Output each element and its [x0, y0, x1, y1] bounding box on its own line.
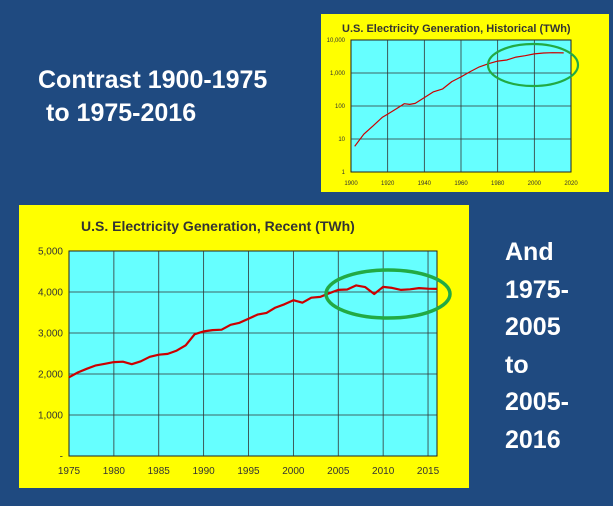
historical-chart: U.S. Electricity Generation, Historical … [327, 23, 580, 187]
y-tick-label: 1 [342, 170, 346, 176]
slide-heading: Contrast 1900-1975 to 1975-2016 [38, 64, 267, 130]
x-tick-label: 1960 [454, 181, 468, 187]
heading-line-1: Contrast 1900-1975 [38, 66, 268, 94]
x-tick-label: 1980 [491, 181, 505, 187]
highlight-ellipse [486, 42, 580, 88]
x-tick-label: 2010 [372, 466, 395, 477]
y-tick-label: 5,000 [38, 247, 63, 258]
heading-line-2: to 1975-2016 [46, 99, 197, 127]
x-tick-label: 1920 [381, 181, 395, 187]
side-note: And 1975- 2005 to 2005- 2016 [505, 234, 569, 459]
y-tick-label: 1,000 [330, 71, 346, 77]
highlight-ellipse [324, 268, 452, 320]
x-tick-label: 2000 [282, 466, 305, 477]
chart-title: U.S. Electricity Generation, Historical … [342, 23, 571, 35]
x-tick-label: 2015 [417, 466, 440, 477]
side-note-line: And [505, 238, 554, 266]
y-tick-label: 100 [335, 104, 346, 110]
x-tick-label: 1980 [103, 466, 126, 477]
x-tick-label: 1995 [237, 466, 260, 477]
y-tick-label: 4,000 [38, 288, 63, 299]
y-tick-label: 3,000 [38, 329, 63, 340]
x-tick-label: 2000 [528, 181, 542, 187]
x-tick-label: 2005 [327, 466, 350, 477]
plot-area [68, 250, 438, 457]
side-note-line: 2016 [505, 425, 561, 454]
historical-chart-panel: U.S. Electricity Generation, Historical … [321, 14, 609, 192]
side-note-line: 1975- [505, 275, 569, 304]
x-tick-label: 1900 [344, 181, 358, 187]
x-tick-label: 1990 [193, 466, 216, 477]
recent-chart-panel: U.S. Electricity Generation, Recent (TWh… [19, 205, 469, 488]
x-tick-label: 1975 [58, 466, 81, 477]
series-line [354, 52, 564, 147]
x-tick-label: 2020 [564, 181, 578, 187]
x-tick-label: 1940 [418, 181, 432, 187]
y-tick-label: - [60, 452, 63, 463]
chart-title: U.S. Electricity Generation, Recent (TWh… [81, 218, 355, 234]
recent-chart: U.S. Electricity Generation, Recent (TWh… [38, 218, 452, 477]
series-line [68, 284, 438, 379]
side-note-line: to [505, 350, 529, 379]
side-note-line: 2005- [505, 388, 569, 416]
y-tick-label: 10,000 [327, 38, 346, 44]
y-tick-label: 10 [338, 137, 345, 143]
x-tick-label: 1985 [148, 466, 171, 477]
side-note-line: 2005 [505, 313, 561, 341]
y-tick-label: 2,000 [38, 370, 63, 381]
y-tick-label: 1,000 [38, 411, 63, 422]
